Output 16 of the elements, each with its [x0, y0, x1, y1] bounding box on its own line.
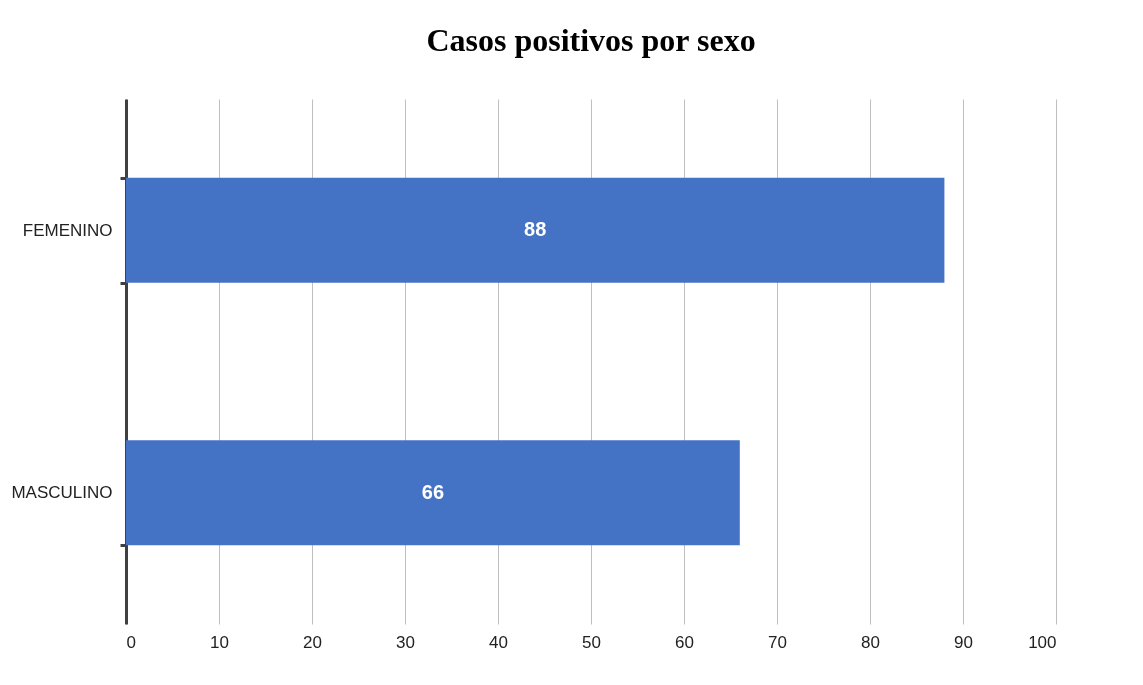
- y-tick-label: FEMENINO: [22, 220, 113, 240]
- x-tick-label: 10: [210, 632, 229, 652]
- x-tick-label: 40: [489, 632, 508, 652]
- x-tick-label: 60: [675, 632, 694, 652]
- x-tick-label: 20: [303, 632, 322, 652]
- y-tick-label: MASCULINO: [11, 483, 113, 503]
- x-tick-label: 80: [861, 632, 880, 652]
- x-tick-label: 50: [582, 632, 601, 652]
- x-tick-label: 30: [396, 632, 415, 652]
- x-tick-label: 100: [1028, 632, 1057, 652]
- x-tick-label: 70: [768, 632, 787, 652]
- x-tick-label: 0: [126, 632, 136, 652]
- x-tick-label: 90: [954, 632, 973, 652]
- chart-title: Casos positivos por sexo: [426, 22, 756, 58]
- data-label: 66: [421, 480, 445, 503]
- data-label: 88: [524, 218, 547, 241]
